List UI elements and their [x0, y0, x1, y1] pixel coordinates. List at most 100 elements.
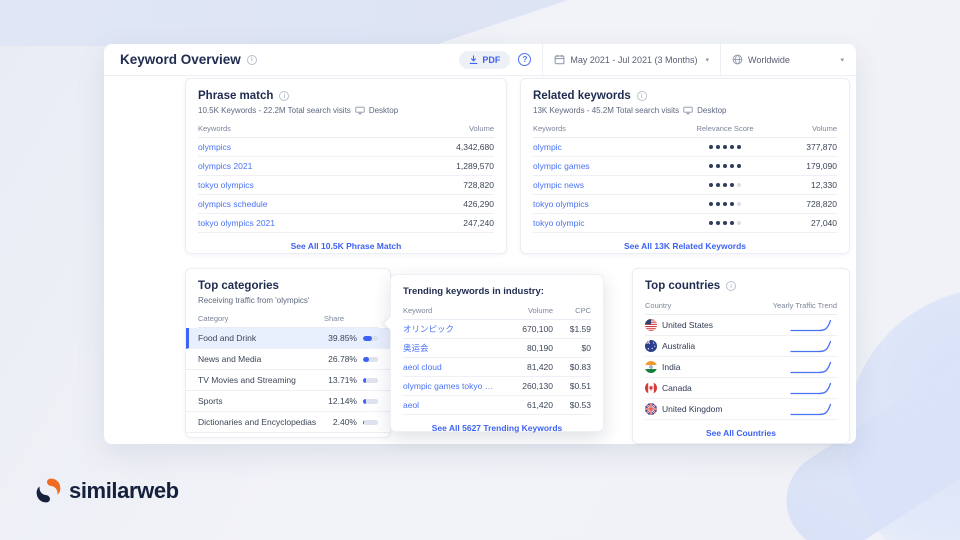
panel-title-row: Related keywords [533, 90, 837, 102]
share-bar [363, 335, 378, 341]
relevance-score [677, 201, 773, 207]
category-row-selected[interactable]: Food and Drink 39.85% [186, 328, 390, 349]
panel-title-row: Phrase match [198, 90, 494, 102]
country-row[interactable]: India [645, 357, 837, 378]
pdf-export-button[interactable]: PDF [459, 50, 511, 69]
table-row: olympic games 179,090 [533, 157, 837, 176]
country-row[interactable]: Australia [645, 336, 837, 357]
volume-value: 426,290 [463, 199, 494, 209]
volume-value: 80,190 [527, 343, 553, 353]
see-all-countries-link[interactable]: See All Countries [705, 428, 777, 438]
keyword-link[interactable]: tokyo olympic [533, 218, 585, 228]
keyword-link[interactable]: aeol cloud [403, 362, 442, 372]
subtitle-text: Receiving traffic from 'olympics' [198, 296, 310, 305]
table-header: Keywords Relevance Score Volume [533, 115, 837, 138]
info-icon [246, 54, 257, 65]
flag-india-icon [645, 361, 657, 373]
col-category: Category [198, 314, 229, 323]
similarweb-logo: similarweb [35, 477, 179, 504]
country-row[interactable]: Canada [645, 378, 837, 399]
category-row[interactable]: Sports 12.14% [186, 391, 390, 412]
keyword-link[interactable]: tokyo olympics [533, 199, 589, 209]
category-name: TV Movies and Streaming [198, 375, 296, 385]
keyword-link[interactable]: olympic news [533, 180, 585, 190]
col-relevance: Relevance Score [696, 124, 754, 133]
country-row[interactable]: United States [645, 315, 837, 336]
table-header: Keyword Volume CPC [403, 297, 591, 320]
region-selector[interactable]: Worldwide ▾ [732, 54, 844, 65]
phrase-match-panel: Phrase match 10.5K Keywords - 22.2M Tota… [185, 78, 507, 254]
calendar-icon [555, 54, 565, 65]
trend-sparkline [790, 382, 832, 394]
keyword-link[interactable]: aeol [403, 400, 420, 410]
keyword-link[interactable]: tokyo olympics 2021 [198, 218, 276, 228]
volume-value: 4,342,680 [456, 142, 494, 152]
volume-value: 728,820 [463, 180, 494, 190]
chevron-down-icon: ▾ [705, 56, 709, 64]
country-name: United States [662, 320, 714, 330]
cpc-value: $0 [581, 343, 591, 353]
related-keywords-subtitle: 13K Keywords - 45.2M Total search visits… [533, 106, 837, 115]
keyword-link[interactable]: olympic games tokyo 20... [403, 381, 497, 391]
see-all-trending-keywords-link[interactable]: See All 5627 Trending Keywords [431, 423, 563, 433]
keyword-link[interactable]: tokyo olympics [198, 180, 254, 190]
table-row: aeol 61,420 $0.53 [403, 396, 591, 415]
keyword-link[interactable]: olympic games [533, 161, 590, 171]
keyword-link[interactable]: olympics schedule [198, 199, 268, 209]
keyword-link[interactable]: 奥运会 [403, 343, 429, 353]
header-divider [720, 43, 721, 76]
decor-diagonal-band [0, 0, 568, 46]
see-all-phrase-match-link[interactable]: See All 10.5K Phrase Match [290, 241, 402, 251]
table-row: olympic 377,870 [533, 138, 837, 157]
header-divider [542, 43, 544, 76]
keyword-link[interactable]: olympics 2021 [198, 161, 253, 171]
trend-sparkline [790, 340, 832, 352]
device-label: Desktop [697, 106, 727, 115]
top-categories-subtitle: Receiving traffic from 'olympics' [198, 296, 378, 305]
category-row[interactable]: News and Media 26.78% [186, 349, 390, 370]
flag-canada-icon [645, 382, 657, 394]
category-name: News and Media [198, 354, 262, 364]
phrase-match-subtitle: 10.5K Keywords - 22.2M Total search visi… [198, 106, 494, 115]
phrase-match-title: Phrase match [198, 90, 274, 102]
category-name: Dictionaries and Encyclopedias [198, 417, 317, 427]
keyword-link[interactable]: olympic [533, 142, 562, 152]
flag-australia-icon [645, 340, 657, 352]
col-keywords: Keywords [198, 124, 231, 133]
share-bar [363, 356, 378, 362]
flag-united-kingdom-icon [645, 403, 657, 415]
category-row[interactable]: Dictionaries and Encyclopedias 2.40% [186, 412, 390, 433]
col-country: Country [645, 301, 672, 310]
share-value: 2.40% [332, 417, 357, 427]
flag-united-states-icon [645, 319, 657, 331]
volume-value: 247,240 [463, 218, 494, 228]
col-keyword: Keyword [403, 306, 433, 315]
table-header: Category Share [198, 305, 378, 328]
table-header: Country Yearly Traffic Trend [645, 292, 837, 315]
trend-sparkline [790, 319, 832, 331]
table-row: tokyo olympics 728,820 [198, 176, 494, 195]
brand-name: similarweb [69, 477, 179, 503]
top-countries-title: Top countries [645, 280, 721, 292]
see-all-related-keywords-link[interactable]: See All 13K Related Keywords [623, 241, 747, 251]
help-icon[interactable] [518, 53, 532, 66]
info-icon [279, 91, 290, 101]
share-bar [363, 398, 378, 404]
volume-value: 260,130 [522, 381, 553, 391]
panel-title-row: Top countries [645, 280, 837, 292]
share-value: 39.85% [328, 333, 357, 343]
category-row[interactable]: TV Movies and Streaming 13.71% [186, 370, 390, 391]
col-volume: Volume [811, 124, 837, 133]
country-row[interactable]: United Kingdom [645, 399, 837, 420]
relevance-score [677, 182, 773, 188]
category-name: Sports [198, 396, 223, 406]
subtitle-text: 10.5K Keywords - 22.2M Total search visi… [198, 106, 351, 115]
trending-keywords-title: Trending keywords in industry: [403, 286, 544, 297]
subtitle-text: 13K Keywords - 45.2M Total search visits [533, 106, 680, 115]
country-name: Australia [662, 341, 696, 351]
date-range-selector[interactable]: May 2021 - Jul 2021 (3 Months) ▾ [554, 54, 709, 65]
trending-keywords-popover: Trending keywords in industry: Keyword V… [384, 274, 604, 433]
keyword-link[interactable]: olympics [198, 142, 232, 152]
keyword-link[interactable]: オリンピック [403, 324, 455, 334]
cpc-value: $1.59 [569, 324, 591, 334]
